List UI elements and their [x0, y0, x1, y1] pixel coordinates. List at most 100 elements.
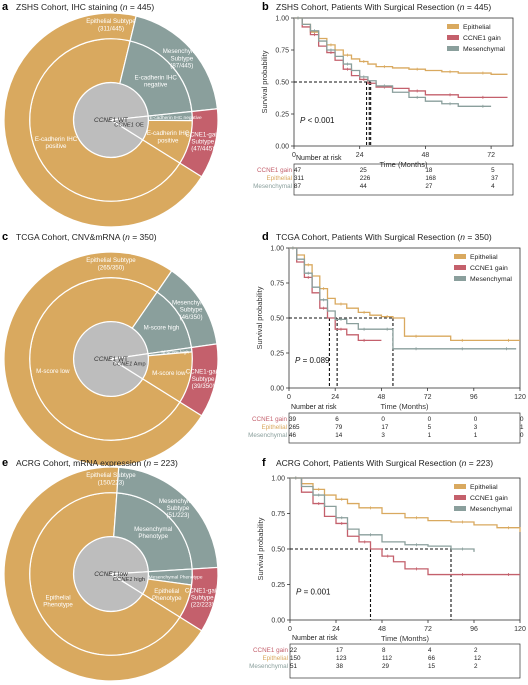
- risk-cell: 3: [381, 432, 385, 439]
- outer-ring-label: Epithelial Subtype (311/445): [86, 18, 136, 32]
- x-tick-label: 24: [331, 394, 339, 401]
- middle-ring-label: Epithelial Phenotype: [43, 594, 73, 608]
- y-tick-label: 1.00: [275, 16, 289, 23]
- legend-swatch: [454, 506, 466, 511]
- km-panel-d: d TCGA Cohort, Patients With Surgical Res…: [248, 231, 526, 444]
- middle-ring-label: E-cadherin IHC positive: [147, 130, 190, 144]
- risk-table-frame: [289, 643, 521, 679]
- risk-cell: 27: [425, 183, 433, 190]
- donut-panel-c: c TCGA Cohort, CNV&mRNA (n = 350) CCNE1 WT…: [2, 231, 221, 467]
- legend-entry: Mesenchymal: [470, 276, 512, 283]
- legend-entry: Epithelial: [470, 484, 498, 491]
- risk-cell: 17: [381, 424, 389, 431]
- x-tick-label: 96: [470, 394, 478, 401]
- outer-ring-label: CCNE1-gain Subtype (47/445): [185, 131, 220, 152]
- middle-ring-label: Mesenchymal Phenotype: [134, 526, 172, 540]
- risk-cell: 37: [491, 175, 499, 182]
- risk-cell: 15: [428, 663, 436, 670]
- middle-ring-label: E-cadherin IHC negative: [135, 74, 178, 88]
- legend-entry: CCNE1 gain: [463, 35, 501, 42]
- legend-swatch: [454, 495, 466, 500]
- risk-cell: 0: [428, 416, 432, 423]
- inner-label-main: CCNE1 WT: [94, 117, 128, 124]
- km-title: ACRG Cohort, Patients With Surgical Rese…: [276, 458, 493, 468]
- risk-cell: 5: [491, 167, 495, 174]
- x-tick-label: 72: [424, 626, 432, 633]
- risk-cell: 0: [520, 416, 524, 423]
- donut-title: ACRG Cohort, mRNA expression (n = 223): [16, 458, 178, 468]
- km-title: TCGA Cohort, Patients With Surgical Rese…: [276, 232, 492, 242]
- outer-ring-label: CCNE1-gain Subtype (22/223): [185, 587, 220, 608]
- risk-cell: 87: [294, 183, 302, 190]
- risk-cell: 150: [290, 655, 301, 662]
- risk-row-name: Mesenchymal: [249, 663, 288, 670]
- survival-curve: [289, 247, 517, 350]
- y-tick-label: 0.00: [271, 618, 285, 625]
- risk-cell: 79: [335, 424, 343, 431]
- legend-swatch: [454, 254, 466, 259]
- donut-title: ZSHS Cohort, IHC staining (n = 445): [16, 2, 154, 12]
- legend-entry: Mesenchymal: [463, 46, 505, 53]
- risk-row-name: CCNE1 gain: [253, 647, 288, 654]
- risk-cell: 17: [336, 647, 344, 654]
- legend-swatch: [447, 46, 459, 51]
- km-title: ZSHS Cohort, Patients With Surgical Rese…: [276, 2, 491, 12]
- risk-cell: 2: [474, 663, 478, 670]
- risk-cell: 51: [290, 663, 298, 670]
- x-tick-label: 24: [356, 152, 364, 159]
- middle-ring-label: M-score low: [36, 368, 70, 375]
- risk-cell: 5: [428, 424, 432, 431]
- outer-ring-label: Epithelial Subtype (150/223): [86, 472, 136, 486]
- risk-row-name: Mesenchymal: [253, 183, 292, 190]
- risk-row-name: Epithelial: [261, 424, 287, 431]
- legend-swatch: [454, 276, 466, 281]
- survival-curve: [289, 247, 520, 342]
- risk-cell: 2: [474, 647, 478, 654]
- risk-cell: 4: [428, 647, 432, 654]
- outer-ring-slice: [3, 466, 203, 682]
- middle-ring-label: Epithelial Phenotype: [152, 588, 182, 602]
- p-value: P = 0.001: [296, 587, 331, 596]
- survival-curve: [290, 477, 520, 576]
- risk-row-name: CCNE1 gain: [257, 167, 292, 174]
- risk-cell: 22: [290, 647, 298, 654]
- risk-cell: 6: [335, 416, 339, 423]
- legend-entry: Epithelial: [463, 24, 491, 31]
- risk-cell: 3: [474, 424, 478, 431]
- panel-label: a: [2, 1, 9, 13]
- middle-ring-label: Mesenchymal Phenotype: [149, 574, 203, 580]
- risk-cell: 12: [474, 655, 482, 662]
- survival-curve: [290, 477, 521, 532]
- risk-row-name: Mesenchymal: [248, 432, 287, 439]
- outer-ring-slice: [3, 12, 203, 228]
- outer-ring-slice: [179, 343, 219, 417]
- inner-label-main: CCNE1 WT: [94, 356, 128, 363]
- x-tick-label: 96: [470, 626, 478, 633]
- risk-cell: 0: [381, 416, 385, 423]
- y-tick-label: 0.50: [275, 80, 289, 87]
- risk-cell: 29: [382, 663, 390, 670]
- risk-row-name: Epithelial: [266, 175, 292, 182]
- outer-ring-label: CCNE1-gain Subtype (39/350): [186, 369, 221, 390]
- x-tick-label: 120: [514, 394, 526, 401]
- risk-title: Number at risk: [292, 635, 338, 642]
- middle-ring-label: M-score high: [161, 350, 189, 356]
- risk-cell: 39: [289, 416, 297, 423]
- risk-cell: 0: [520, 432, 524, 439]
- middle-ring-label: E-cadherin IHC positive: [35, 136, 78, 150]
- inner-label-small: CCNE1 high: [113, 577, 145, 583]
- y-tick-label: 0.25: [275, 112, 289, 119]
- km-panel-f: f ACRG Cohort, Patients With Surgical Res…: [249, 457, 526, 679]
- risk-cell: 123: [336, 655, 347, 662]
- donut-panel-e: e ACRG Cohort, mRNA expression (n = 223) C…: [2, 457, 220, 682]
- risk-cell: 44: [360, 183, 368, 190]
- y-axis-label: Survival probability: [260, 50, 269, 113]
- legend-entry: Mesenchymal: [470, 506, 512, 513]
- km-panel-b: b ZSHS Cohort, Patients With Surgical Res…: [253, 1, 514, 196]
- y-tick-label: 0.75: [275, 48, 289, 55]
- risk-cell: 66: [428, 655, 436, 662]
- outer-ring-slice: [179, 108, 219, 178]
- risk-cell: 311: [294, 175, 305, 182]
- x-axis-label: Time (Months): [379, 160, 428, 169]
